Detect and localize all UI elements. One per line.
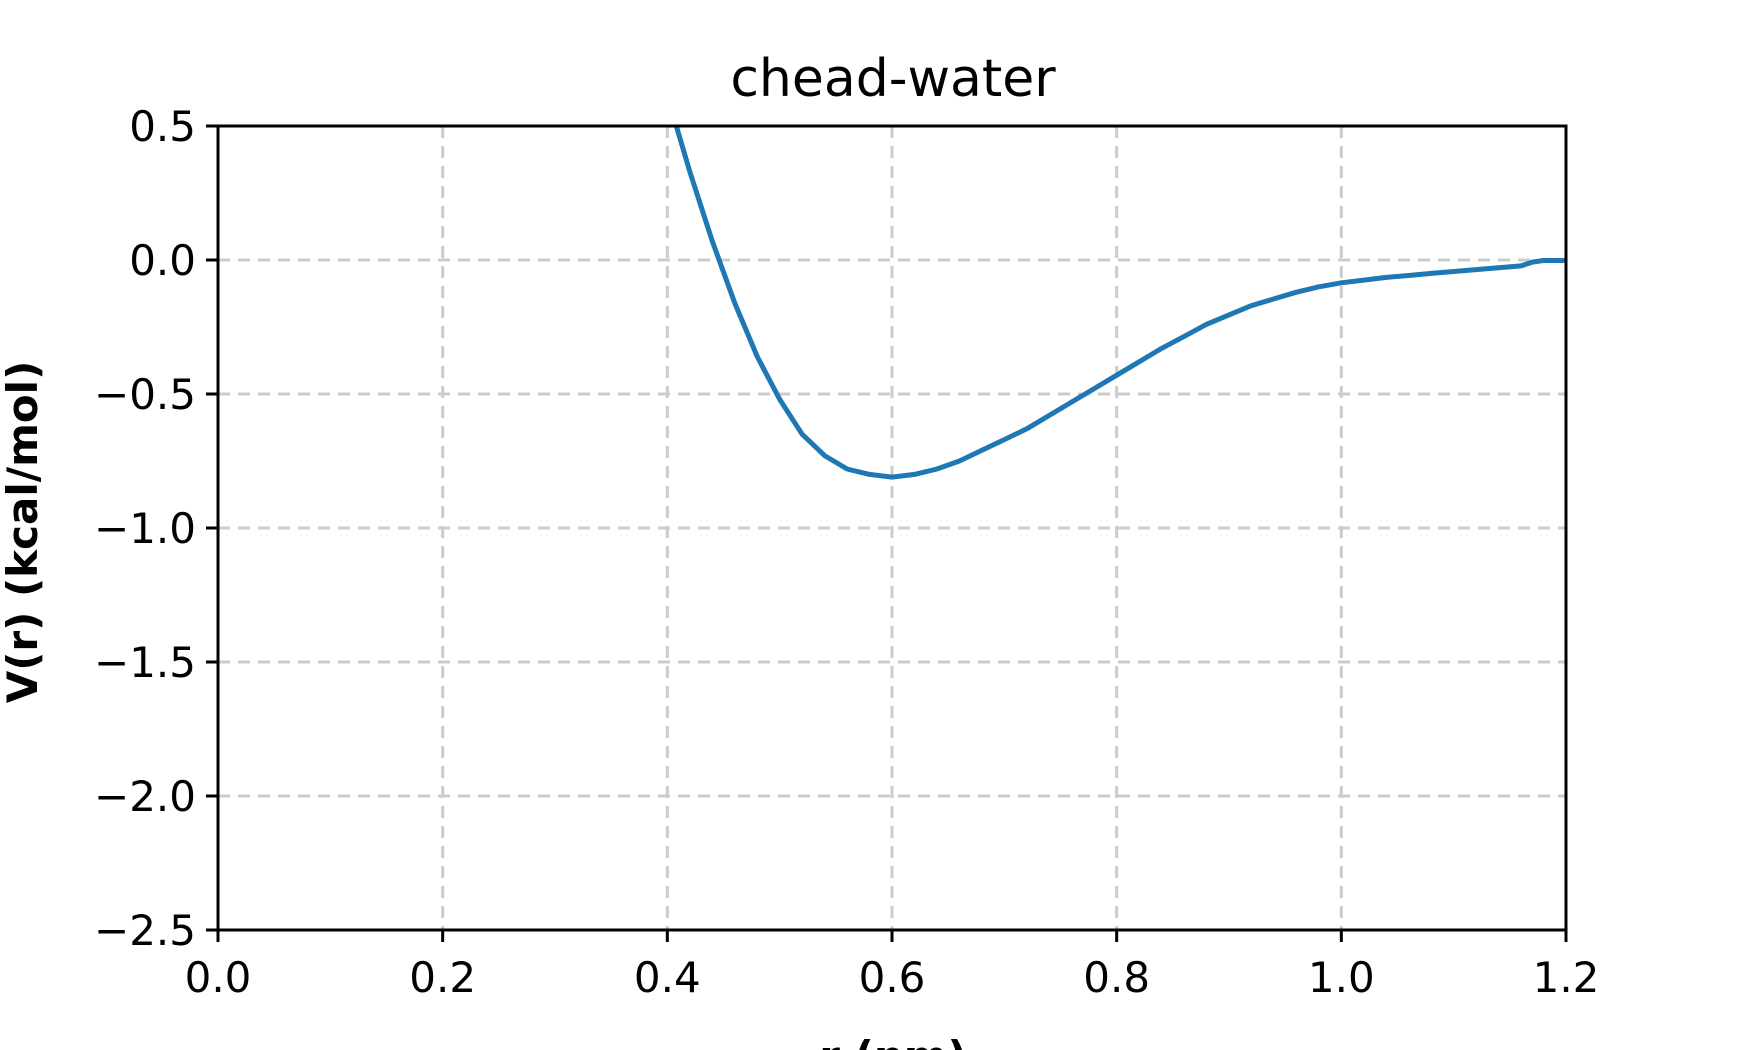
y-tick-label: −1.0 <box>94 504 196 553</box>
grid-layer <box>218 126 1566 930</box>
x-tick-label: 0.6 <box>859 953 926 1002</box>
x-tick-label: 0.0 <box>185 953 252 1002</box>
y-tick-label: −2.0 <box>94 772 196 821</box>
x-tick-label: 0.8 <box>1083 953 1150 1002</box>
x-tick-label: 0.2 <box>409 953 476 1002</box>
x-tick-label: 1.0 <box>1308 953 1375 1002</box>
tick-layer: 0.0 0.2 0.4 0.6 0.8 1.0 1.2 0.5 0.0 −0.5 −1.0 −1.5 −… <box>94 102 1599 1002</box>
y-tick-label: 0.0 <box>129 236 196 285</box>
y-tick-label: −0.5 <box>94 370 196 419</box>
y-axis-label: V(r) (kcal/mol) <box>0 361 47 704</box>
series-line <box>673 125 1566 480</box>
x-axis-label: r (nm) <box>819 1032 966 1050</box>
x-tick-label: 1.2 <box>1533 953 1600 1002</box>
chart-title: chead-water <box>730 49 1056 109</box>
y-tick-label: 0.5 <box>129 102 196 151</box>
y-tick-label: −2.5 <box>94 906 196 955</box>
series-layer <box>673 125 1566 480</box>
x-tick-label: 0.4 <box>634 953 701 1002</box>
y-tick-label: −1.5 <box>94 638 196 687</box>
